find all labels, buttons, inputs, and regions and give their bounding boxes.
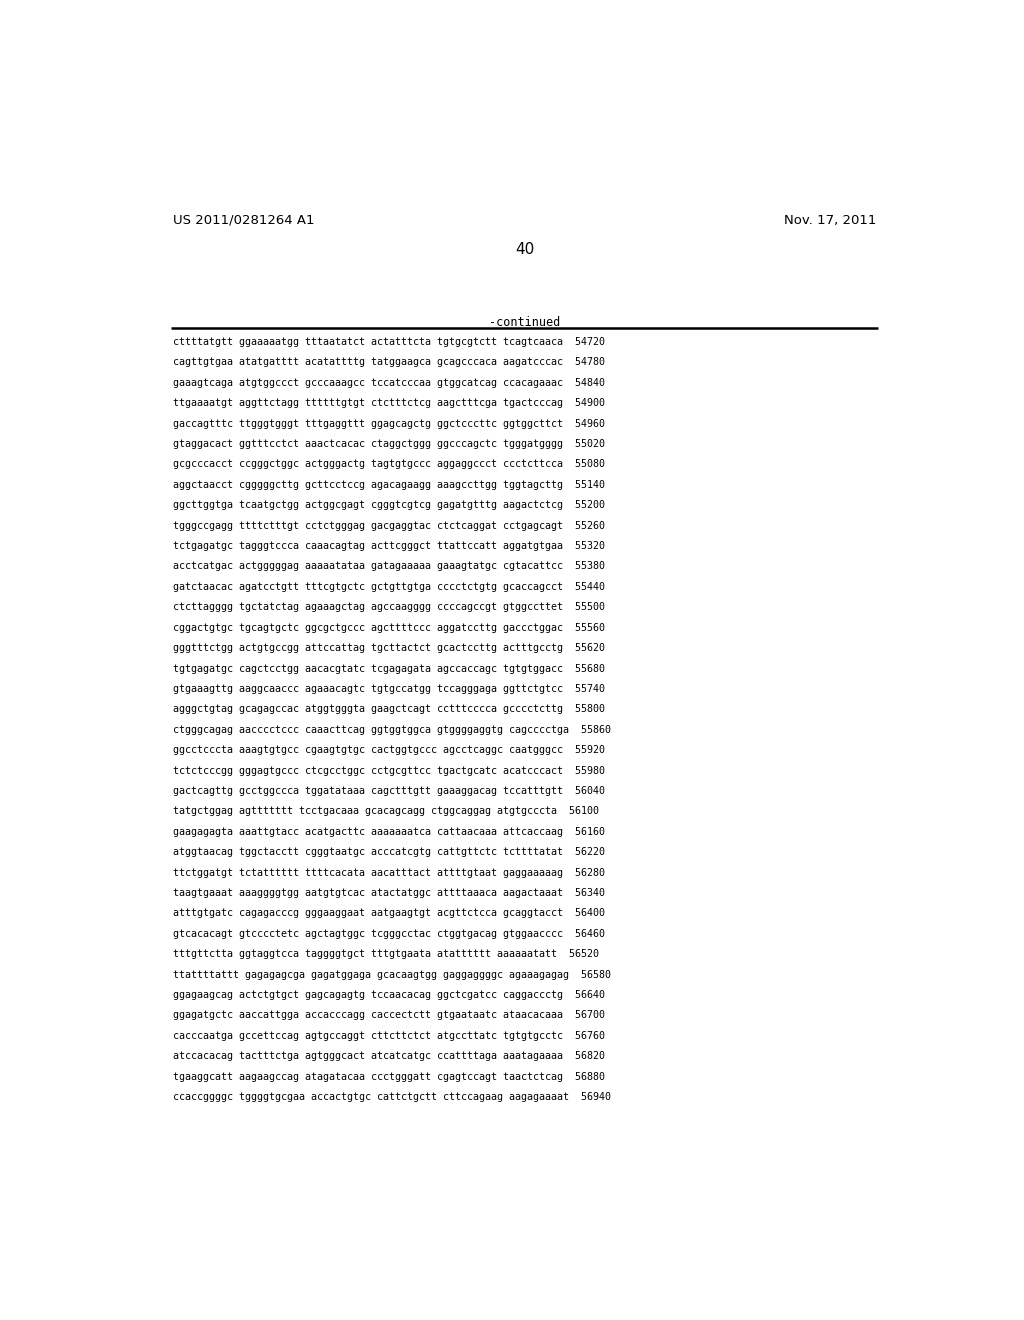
- Text: atccacacag tactttctga agtgggcact atcatcatgc ccattttaga aaatagaaaa  56820: atccacacag tactttctga agtgggcact atcatca…: [173, 1051, 605, 1061]
- Text: ggcctcccta aaagtgtgcc cgaagtgtgc cactggtgccc agcctcaggc caatgggcc  55920: ggcctcccta aaagtgtgcc cgaagtgtgc cactggt…: [173, 744, 605, 755]
- Text: tgtgagatgc cagctcctgg aacacgtatc tcgagagata agccaccagc tgtgtggacc  55680: tgtgagatgc cagctcctgg aacacgtatc tcgagag…: [173, 664, 605, 673]
- Text: tttgttctta ggtaggtcca taggggtgct tttgtgaata atatttttt aaaaaatatt  56520: tttgttctta ggtaggtcca taggggtgct tttgtga…: [173, 949, 599, 960]
- Text: gatctaacac agatcctgtt tttcgtgctc gctgttgtga cccctctgtg gcaccagcct  55440: gatctaacac agatcctgtt tttcgtgctc gctgttg…: [173, 582, 605, 591]
- Text: cagttgtgaa atatgatttt acatattttg tatggaagca gcagcccaca aagatcccac  54780: cagttgtgaa atatgatttt acatattttg tatggaa…: [173, 358, 605, 367]
- Text: atttgtgatc cagagacccg gggaaggaat aatgaagtgt acgttctcca gcaggtacct  56400: atttgtgatc cagagacccg gggaaggaat aatgaag…: [173, 908, 605, 919]
- Text: cacccaatga gccettccag agtgccaggt cttcttctct atgccttatc tgtgtgcctc  56760: cacccaatga gccettccag agtgccaggt cttcttc…: [173, 1031, 605, 1040]
- Text: taagtgaaat aaaggggtgg aatgtgtcac atactatggc attttaaaca aagactaaat  56340: taagtgaaat aaaggggtgg aatgtgtcac atactat…: [173, 888, 605, 898]
- Text: acctcatgac actgggggag aaaaatataa gatagaaaaa gaaagtatgc cgtacattcc  55380: acctcatgac actgggggag aaaaatataa gatagaa…: [173, 561, 605, 572]
- Text: cttttatgtt ggaaaaatgg tttaatatct actatttcta tgtgcgtctt tcagtcaaca  54720: cttttatgtt ggaaaaatgg tttaatatct actattt…: [173, 337, 605, 347]
- Text: ttgaaaatgt aggttctagg ttttttgtgt ctctttctcg aagctttcga tgactcccag  54900: ttgaaaatgt aggttctagg ttttttgtgt ctctttc…: [173, 399, 605, 408]
- Text: ggcttggtga tcaatgctgg actggcgagt cgggtcgtcg gagatgtttg aagactctcg  55200: ggcttggtga tcaatgctgg actggcgagt cgggtcg…: [173, 500, 605, 511]
- Text: cggactgtgc tgcagtgctc ggcgctgccc agcttttccc aggatccttg gaccctggac  55560: cggactgtgc tgcagtgctc ggcgctgccc agctttt…: [173, 623, 605, 632]
- Text: agggctgtag gcagagccac atggtgggta gaagctcagt cctttcccca gcccctcttg  55800: agggctgtag gcagagccac atggtgggta gaagctc…: [173, 705, 605, 714]
- Text: gggtttctgg actgtgccgg attccattag tgcttactct gcactccttg actttgcctg  55620: gggtttctgg actgtgccgg attccattag tgcttac…: [173, 643, 605, 653]
- Text: aggctaacct cgggggcttg gcttcctccg agacagaagg aaagccttgg tggtagcttg  55140: aggctaacct cgggggcttg gcttcctccg agacaga…: [173, 480, 605, 490]
- Text: tatgctggag agttttttt tcctgacaaa gcacagcagg ctggcaggag atgtgcccta  56100: tatgctggag agttttttt tcctgacaaa gcacagca…: [173, 807, 599, 816]
- Text: gcgcccacct ccgggctggc actgggactg tagtgtgccc aggaggccct ccctcttcca  55080: gcgcccacct ccgggctggc actgggactg tagtgtg…: [173, 459, 605, 470]
- Text: gtcacacagt gtcccctetc agctagtggc tcgggcctac ctggtgacag gtggaacccc  56460: gtcacacagt gtcccctetc agctagtggc tcgggcc…: [173, 929, 605, 939]
- Text: ctgggcagag aacccctccc caaacttcag ggtggtggca gtggggaggtg cagcccctga  55860: ctgggcagag aacccctccc caaacttcag ggtggtg…: [173, 725, 611, 735]
- Text: gactcagttg gcctggccca tggatataaa cagctttgtt gaaaggacag tccatttgtt  56040: gactcagttg gcctggccca tggatataaa cagcttt…: [173, 785, 605, 796]
- Text: tgaaggcatt aagaagccag atagatacaa ccctgggatt cgagtccagt taactctcag  56880: tgaaggcatt aagaagccag atagatacaa ccctggg…: [173, 1072, 605, 1081]
- Text: tgggccgagg ttttctttgt cctctgggag gacgaggtac ctctcaggat cctgagcagt  55260: tgggccgagg ttttctttgt cctctgggag gacgagg…: [173, 520, 605, 531]
- Text: Nov. 17, 2011: Nov. 17, 2011: [784, 214, 877, 227]
- Text: tctgagatgc tagggtccca caaacagtag acttcgggct ttattccatt aggatgtgaa  55320: tctgagatgc tagggtccca caaacagtag acttcgg…: [173, 541, 605, 550]
- Text: ggagaagcag actctgtgct gagcagagtg tccaacacag ggctcgatcc caggaccctg  56640: ggagaagcag actctgtgct gagcagagtg tccaaca…: [173, 990, 605, 1001]
- Text: ctcttagggg tgctatctag agaaagctag agccaagggg ccccagccgt gtggccttet  55500: ctcttagggg tgctatctag agaaagctag agccaag…: [173, 602, 605, 612]
- Text: US 2011/0281264 A1: US 2011/0281264 A1: [173, 214, 314, 227]
- Text: gaccagtttc ttgggtgggt tttgaggttt ggagcagctg ggctcccttc ggtggcttct  54960: gaccagtttc ttgggtgggt tttgaggttt ggagcag…: [173, 418, 605, 429]
- Text: -continued: -continued: [489, 317, 560, 329]
- Text: gtaggacact ggtttcctct aaactcacac ctaggctggg ggcccagctc tgggatgggg  55020: gtaggacact ggtttcctct aaactcacac ctaggct…: [173, 440, 605, 449]
- Text: gaaagtcaga atgtggccct gcccaaagcc tccatcccaa gtggcatcag ccacagaaac  54840: gaaagtcaga atgtggccct gcccaaagcc tccatcc…: [173, 378, 605, 388]
- Text: tctctcccgg gggagtgccc ctcgcctggc cctgcgttcc tgactgcatc acatcccact  55980: tctctcccgg gggagtgccc ctcgcctggc cctgcgt…: [173, 766, 605, 776]
- Text: ccaccggggc tggggtgcgaa accactgtgc cattctgctt cttccagaag aagagaaaat  56940: ccaccggggc tggggtgcgaa accactgtgc cattct…: [173, 1092, 611, 1102]
- Text: ttattttattt gagagagcga gagatggaga gcacaagtgg gaggaggggc agaaagagag  56580: ttattttattt gagagagcga gagatggaga gcacaa…: [173, 970, 611, 979]
- Text: 40: 40: [515, 242, 535, 256]
- Text: ttctggatgt tctatttttt ttttcacata aacatttact attttgtaat gaggaaaaag  56280: ttctggatgt tctatttttt ttttcacata aacattt…: [173, 867, 605, 878]
- Text: gtgaaagttg aaggcaaccc agaaacagtc tgtgccatgg tccagggaga ggttctgtcc  55740: gtgaaagttg aaggcaaccc agaaacagtc tgtgcca…: [173, 684, 605, 694]
- Text: ggagatgctc aaccattgga accacccagg caccectctt gtgaataatc ataacacaaa  56700: ggagatgctc aaccattgga accacccagg caccect…: [173, 1010, 605, 1020]
- Text: atggtaacag tggctacctt cgggtaatgc acccatcgtg cattgttctc tcttttatat  56220: atggtaacag tggctacctt cgggtaatgc acccatc…: [173, 847, 605, 857]
- Text: gaagagagta aaattgtacc acatgacttc aaaaaaatca cattaacaaa attcaccaag  56160: gaagagagta aaattgtacc acatgacttc aaaaaaa…: [173, 826, 605, 837]
